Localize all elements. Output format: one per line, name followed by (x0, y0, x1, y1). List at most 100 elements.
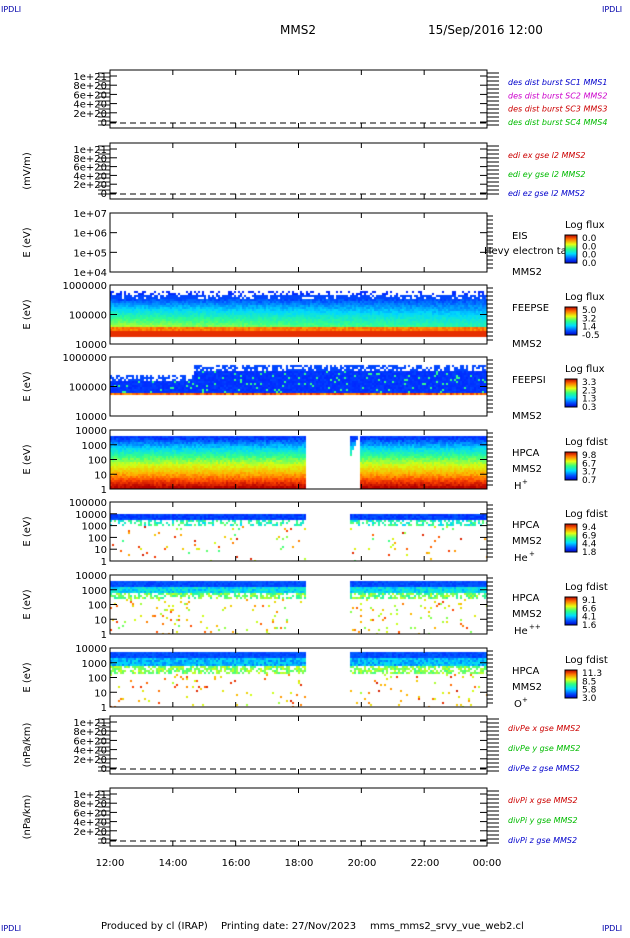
colorbar (564, 306, 578, 336)
y-tick-label: 2e+20 (73, 827, 107, 838)
colorbar-value: 0.0 (582, 251, 597, 261)
colorbar-value: 11.3 (582, 669, 602, 679)
y-tick-label: 6e+20 (73, 736, 107, 747)
colorbar-title: Log fdist (565, 655, 608, 666)
y-tick-label: 0 (101, 836, 107, 847)
spacecraft-label: MMS2 (512, 536, 542, 547)
corner-label-bottom-right: IPDLI (602, 924, 622, 933)
y-tick-label: 4e+20 (73, 818, 107, 829)
y-axis-label: E (eV) (22, 516, 33, 546)
colorbar-value: 0.0 (582, 242, 597, 252)
y-tick-label: 100 (88, 456, 107, 467)
y-axis-label: E (eV) (22, 227, 33, 257)
colorbar (564, 596, 578, 626)
y-tick-label: 4e+20 (73, 171, 107, 182)
time-tick-label: 22:00 (411, 858, 440, 869)
instrument-label: HPCA (512, 666, 540, 677)
panel-feepse: 1000000 100000 10000 E (eV) FEEPSE MMS2 Log fl… (22, 281, 605, 351)
y-tick-label: 8e+20 (73, 799, 107, 810)
colorbar-title: Log fdist (565, 437, 608, 448)
species-charge: + (529, 550, 535, 558)
y-tick-label: 100 (88, 533, 107, 544)
y-tick-label: 10000 (75, 510, 107, 521)
corner-label-top-left: IPDLI (1, 5, 21, 14)
y-tick-label: 10000 (75, 412, 107, 423)
spectrogram-image (110, 648, 487, 707)
colorbar-value: 9.4 (582, 523, 597, 533)
y-axis-label: E (eV) (22, 371, 33, 401)
time-tick-label: 14:00 (159, 858, 188, 869)
y-tick-label: 2e+20 (73, 180, 107, 191)
colorbar (564, 234, 578, 264)
colorbar-value: 4.4 (582, 540, 597, 550)
colorbar-value: -0.5 (582, 331, 600, 341)
time-tick-label: 12:00 (96, 858, 125, 869)
y-tick-label: 1000000 (62, 281, 107, 292)
footer-printing-date: Printing date: 27/Nov/2023 (221, 921, 356, 932)
y-axis-label: (mV/m) (22, 152, 33, 190)
colorbar-value: 1.4 (582, 323, 597, 333)
legend-entry: divPe z gse MMS2 (508, 764, 580, 773)
y-tick-label: 1000000 (62, 353, 107, 364)
colorbar-value: 4.1 (582, 613, 596, 623)
species-label: H (514, 481, 522, 492)
y-tick-label: 10000 (75, 571, 107, 582)
y-tick-label: 1e+06 (73, 229, 107, 240)
time-tick-label: 00:00 (473, 858, 502, 869)
colorbar-value: 3.2 (582, 314, 596, 324)
y-tick-label: 100000 (69, 383, 107, 394)
corner-label-top-right: IPDLI (602, 5, 622, 14)
plot-frame (109, 69, 488, 129)
spectrogram-image (110, 357, 487, 416)
spacecraft-label: MMS2 (512, 464, 542, 475)
overlay-text: Hevy electron ta (484, 246, 567, 257)
instrument-label: HPCA (512, 593, 540, 604)
species-charge: + (522, 696, 528, 704)
legend-entry: des dist burst SC2 MMS2 (508, 91, 607, 100)
colorbar-value: 6.6 (582, 604, 597, 614)
y-tick-label: 100 (88, 674, 107, 685)
colorbar-value: 9.1 (582, 596, 596, 606)
colorbar-value: 0.0 (582, 234, 597, 244)
y-axis-label: E (eV) (22, 299, 33, 329)
panel-hpca-o: 10000 1000 100 10 1 E (eV) HPCA MMS2 O + Log fdist… (22, 644, 608, 714)
species-charge: + (522, 478, 528, 486)
species-charge: ++ (529, 623, 541, 631)
time-tick-label: 20:00 (348, 858, 377, 869)
footer-credit: Produced by cl (IRAP) (101, 921, 208, 932)
y-tick-label: 100000 (69, 498, 107, 509)
y-axis-label: (nPa/km) (22, 795, 33, 840)
colorbar-title: Log flux (565, 292, 605, 303)
y-tick-label: 10 (94, 545, 107, 556)
footer-script-name: mms_mms2_srvy_vue_web2.cl (370, 921, 524, 932)
y-tick-label: 8e+20 (73, 727, 107, 738)
y-tick-label: 10 (94, 688, 107, 699)
plot-frame (109, 212, 488, 273)
legend-entry: divPe x gse MMS2 (508, 724, 580, 733)
y-tick-label: 10000 (75, 426, 107, 437)
y-tick-label: 6e+20 (73, 90, 107, 101)
colorbar-value: 0.3 (582, 403, 596, 413)
spectrogram-image (110, 502, 487, 561)
instrument-label: FEEPSE (512, 303, 549, 314)
colorbar (564, 669, 578, 699)
time-tick-label: 16:00 (222, 858, 251, 869)
y-tick-label: 10 (94, 470, 107, 481)
spacecraft-label: MMS2 (512, 682, 542, 693)
plot-spacecraft: MMS2 (280, 23, 316, 37)
colorbar-value: 3.0 (582, 694, 597, 704)
y-tick-label: 1e+21 (73, 718, 107, 729)
colorbar (564, 523, 578, 553)
y-tick-label: 1 (101, 557, 107, 568)
y-tick-label: 1e+21 (73, 72, 107, 83)
colorbar-value: 6.9 (582, 531, 597, 541)
colorbar-value: 1.3 (582, 395, 596, 405)
y-tick-label: 1000 (82, 441, 107, 452)
y-tick-label: 1e+05 (73, 248, 107, 259)
panel-eis: 1e+07 1e+06 1e+05 1e+04 E (eV) EIS MMS2 Hevy el… (22, 209, 605, 279)
legend-entry: edi ez gse l2 MMS2 (508, 189, 585, 198)
plot-date: 15/Sep/2016 12:00 (428, 23, 543, 37)
